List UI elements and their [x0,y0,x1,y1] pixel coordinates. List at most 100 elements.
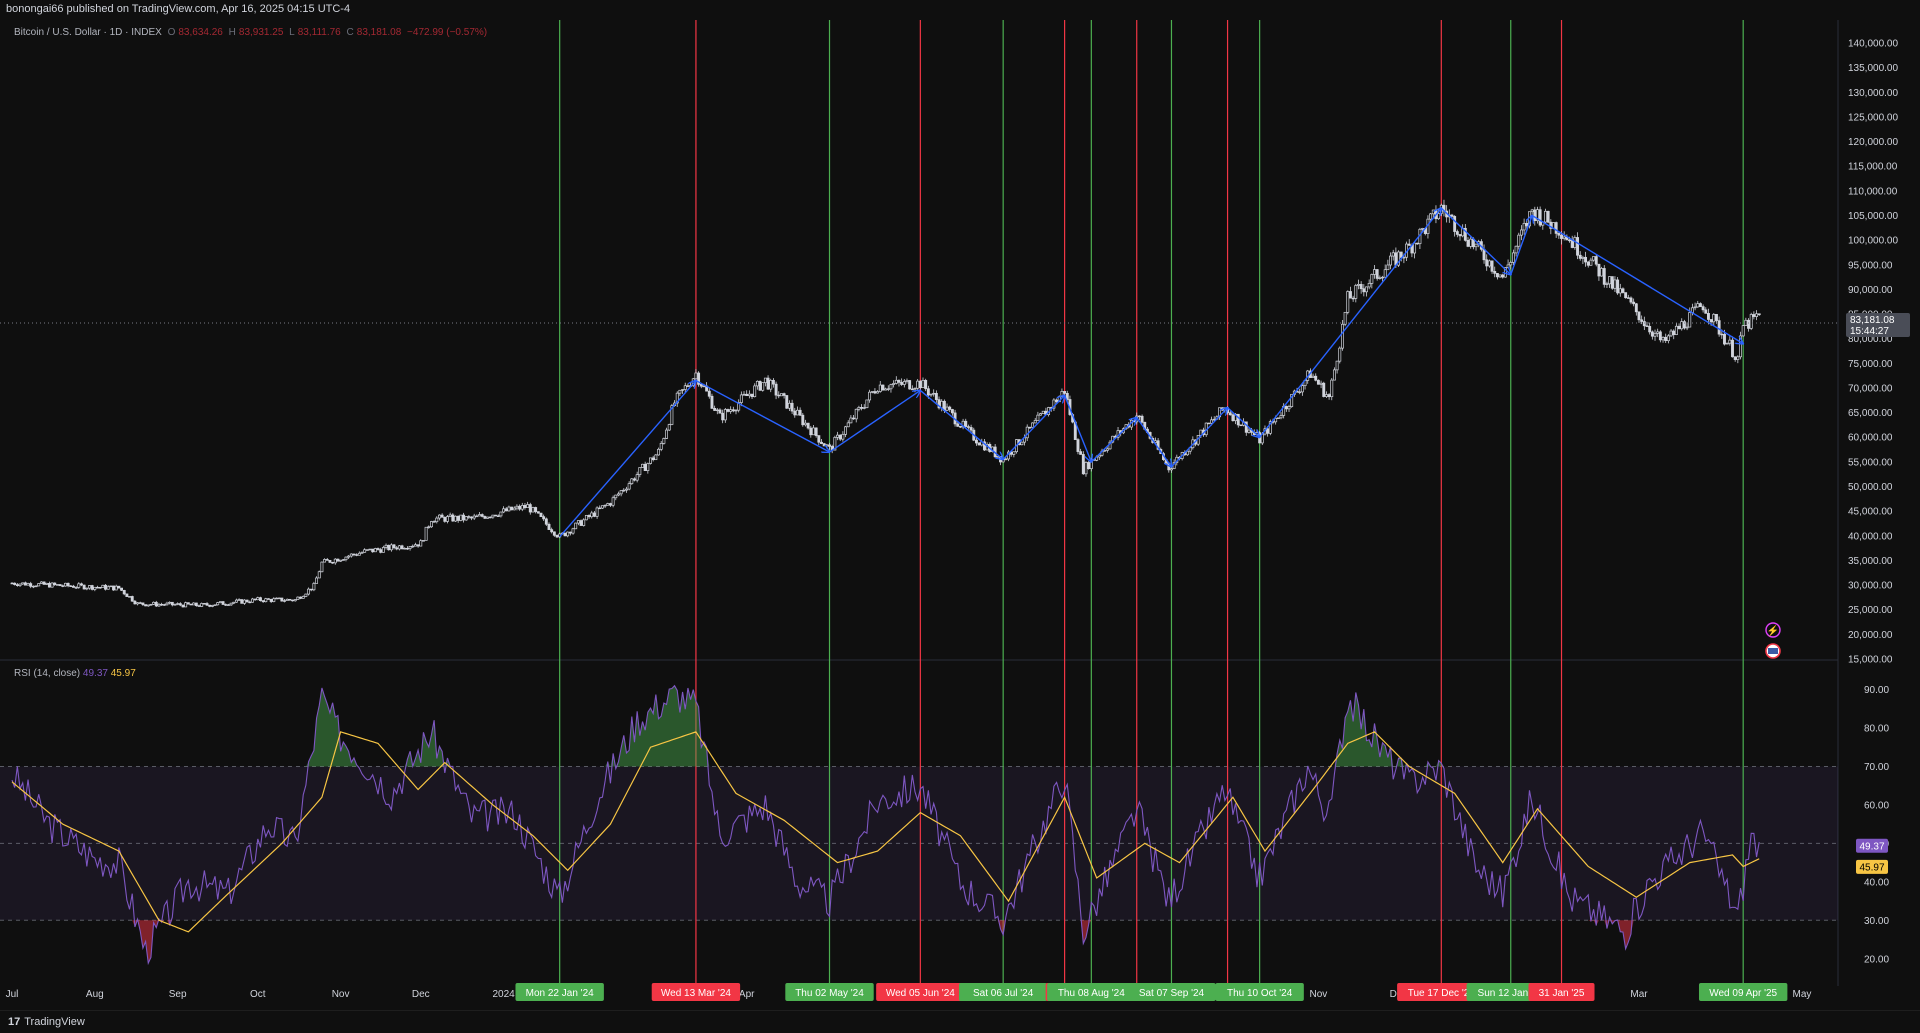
candle-body [200,603,204,607]
trend-arrow[interactable] [1531,214,1743,343]
candle-body [1739,335,1742,358]
candle-body [1674,325,1678,335]
candle-body [966,426,970,428]
trend-arrow[interactable] [1510,215,1532,275]
candle-body [213,604,217,606]
candle-body [328,560,332,563]
candle-body [670,405,674,425]
trend-arrow[interactable] [695,379,830,452]
candle-body [520,505,524,510]
candle-body [1493,270,1497,274]
candle-body [782,393,786,396]
trend-arrow[interactable] [1136,417,1172,467]
trend-arrow[interactable] [919,389,1003,459]
candle-body [761,382,765,391]
candle-body [259,597,262,602]
candle-body [657,448,660,456]
candle-body [1343,311,1347,325]
trend-arrow[interactable] [1227,407,1260,438]
trend-arrow[interactable] [1440,207,1510,275]
candle-body [1020,441,1024,446]
close-value: 83,181.08 [356,27,402,38]
candle-body [248,601,252,604]
trend-arrow[interactable] [1063,395,1092,462]
candle-body [376,548,380,550]
marker-date-label[interactable]: Sat 07 Sep '24 [1127,983,1216,1001]
tradingview-logo-icon[interactable]: 17 [8,1016,21,1028]
candle-body [718,409,722,414]
candle-body [1052,399,1056,409]
rsi-label[interactable]: RSI (14, close) [14,668,81,679]
candle-body [1600,268,1604,277]
flag-icon[interactable] [1765,643,1781,659]
marker-date-label[interactable]: Wed 13 Mar '24 [651,983,741,1001]
candle-body [950,409,954,414]
trend-arrow[interactable] [1090,418,1136,463]
marker-date-label[interactable]: Wed 05 Jun '24 [876,983,965,1001]
flash-icon[interactable]: ⚡ [1765,622,1781,638]
marker-date-label[interactable]: Mon 22 Jan '24 [515,983,604,1001]
candle-body [277,597,281,600]
candle-body [1506,264,1510,268]
candle-body [550,529,554,533]
candle-body [165,602,169,606]
candle-body [886,388,890,390]
candle-body [480,514,484,517]
marker-date-label[interactable]: Thu 02 May '24 [785,983,874,1001]
candle-body [339,559,343,562]
candle-body [1666,335,1670,342]
candle-body [1658,331,1662,341]
candle-body [1351,297,1355,300]
candle-body [777,394,781,397]
rsi-line[interactable] [11,684,1760,966]
candle-body [1554,222,1558,234]
candle-body [1407,243,1411,246]
marker-date-label[interactable]: Sat 06 Jul '24 [958,983,1048,1001]
price-tick-label: 35,000.00 [1848,556,1893,567]
rsi-ma-line[interactable] [11,731,1760,933]
trend-arrow[interactable] [1170,408,1227,468]
rsi-tag-text: 49.37 [1859,841,1884,852]
brand-name[interactable]: TradingView [24,1016,85,1028]
candle-body [1247,429,1251,433]
candle-body [1696,303,1700,308]
candle-body [133,600,137,605]
candle-body [865,399,869,408]
candle-body [1576,237,1579,256]
candle-body [275,597,278,600]
candle-body [47,582,51,588]
marker-date-label[interactable]: Wed 09 Apr '25 [1698,983,1788,1001]
marker-date-bg [651,983,741,1001]
candle-body [365,549,369,551]
trend-arrow[interactable] [1002,395,1064,460]
candle-body [1346,291,1350,313]
candle-body [1586,261,1590,266]
price-tick-label: 45,000.00 [1848,507,1893,518]
marker-date-label[interactable]: 31 Jan '25 [1528,983,1595,1001]
candle-body [467,516,471,518]
candle-body [836,434,839,438]
candle-body [996,456,1000,458]
trend-arrow[interactable] [1259,208,1442,438]
marker-date-text: Thu 10 Oct '24 [1227,988,1293,999]
candle-body [128,596,132,598]
candle-body [1629,297,1633,303]
marker-date-label[interactable]: Thu 10 Oct '24 [1215,983,1304,1001]
trend-arrow[interactable] [559,381,696,538]
trend-arrow[interactable] [829,390,921,453]
candle-body [1463,227,1467,241]
candle-body [1055,399,1059,403]
candle-body [1536,209,1539,222]
candle-body [419,540,423,547]
marker-date-label[interactable]: Thu 08 Aug '24 [1047,983,1136,1001]
candle-body [1650,331,1654,337]
symbol-name[interactable]: Bitcoin / U.S. Dollar · 1D · INDEX [14,27,162,38]
candle-body [905,380,909,382]
candle-body [1608,276,1612,285]
candle-body [734,409,738,412]
marker-date-label[interactable]: Tue 17 Dec '24 [1397,983,1486,1001]
marker-date-text: Sat 06 Jul '24 [973,988,1034,999]
candle-body [622,489,626,492]
price-tick-label: 135,000.00 [1848,63,1898,74]
